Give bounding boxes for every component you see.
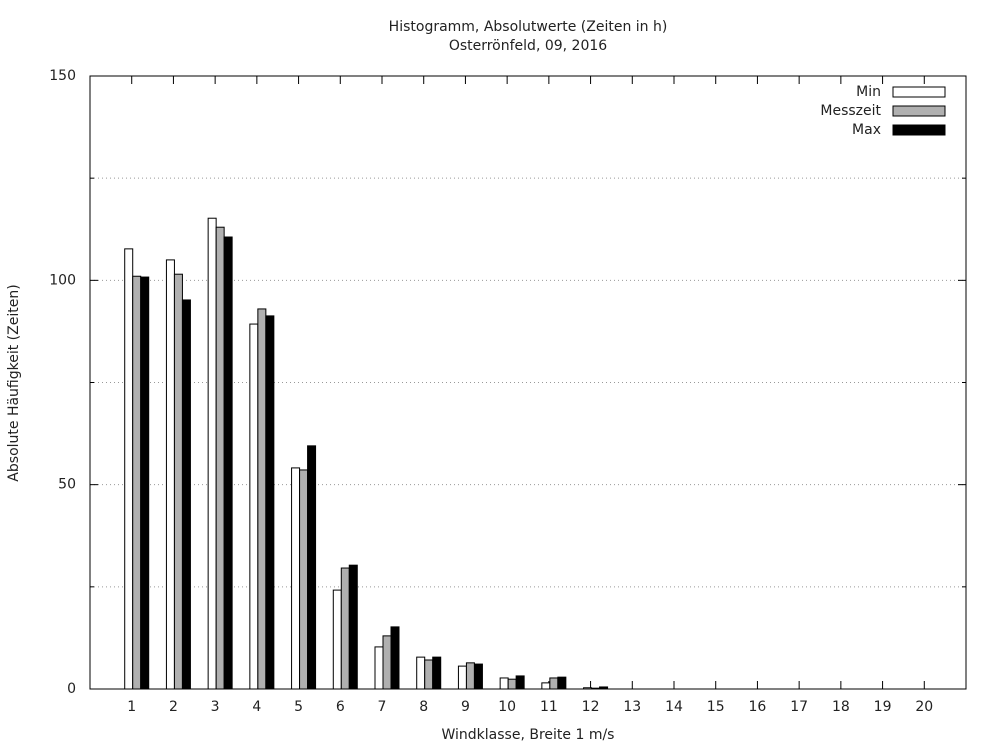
x-axis-label: Windklasse, Breite 1 m/s <box>442 727 615 743</box>
legend-label: Messzeit <box>820 103 881 119</box>
bar <box>374 646 384 690</box>
x-tick-label: 18 <box>832 699 850 715</box>
x-tick-label: 16 <box>749 699 767 715</box>
x-tick-label: 10 <box>498 699 516 715</box>
x-tick-label: 7 <box>378 699 387 715</box>
bar <box>249 323 259 690</box>
bar <box>557 676 567 690</box>
legend-label: Max <box>852 122 881 138</box>
bar <box>549 677 559 690</box>
x-tick-label: 4 <box>252 699 261 715</box>
bar <box>140 276 150 690</box>
chart-title: Histogramm, Absolutwerte (Zeiten in h) <box>389 19 668 35</box>
bar <box>215 226 225 690</box>
x-tick-label: 9 <box>461 699 470 715</box>
x-tick-label: 17 <box>790 699 808 715</box>
x-tick-label: 5 <box>294 699 303 715</box>
x-tick-label: 8 <box>419 699 428 715</box>
bar <box>457 665 467 690</box>
x-tick-label: 20 <box>915 699 933 715</box>
bar <box>340 567 350 690</box>
bar <box>348 564 358 690</box>
bar <box>507 678 517 690</box>
bar <box>124 248 134 690</box>
x-tick-label: 1 <box>127 699 136 715</box>
bar <box>332 589 342 690</box>
x-tick-label: 19 <box>874 699 892 715</box>
bar <box>165 259 175 690</box>
chart-subtitle: Osterrönfeld, 09, 2016 <box>449 38 607 54</box>
y-tick-label: 0 <box>67 681 76 697</box>
bar <box>390 626 400 690</box>
y-tick-label: 100 <box>49 272 76 288</box>
bar <box>541 682 551 690</box>
bar <box>265 315 275 690</box>
y-tick-label: 150 <box>49 68 76 84</box>
x-tick-label: 3 <box>211 699 220 715</box>
bar <box>291 467 301 690</box>
x-tick-label: 2 <box>169 699 178 715</box>
plot-border <box>89 75 967 690</box>
bar <box>181 299 191 690</box>
bar <box>223 236 233 690</box>
x-tick-label: 14 <box>665 699 683 715</box>
x-tick-label: 6 <box>336 699 345 715</box>
bar <box>416 656 426 690</box>
bar <box>515 675 525 690</box>
x-tick-label: 12 <box>582 699 600 715</box>
y-tick-label: 50 <box>58 477 76 493</box>
bar <box>307 445 317 690</box>
x-tick-label: 15 <box>707 699 725 715</box>
bar <box>499 677 509 690</box>
bar <box>132 275 142 690</box>
bar <box>424 659 434 690</box>
bar <box>432 656 442 690</box>
bar <box>299 469 309 690</box>
bar <box>257 308 267 690</box>
legend-swatch <box>892 105 946 117</box>
bar <box>382 635 392 690</box>
legend-swatch <box>892 124 946 136</box>
bar <box>465 662 475 690</box>
legend-label: Min <box>856 84 881 100</box>
y-axis-label: Absolute Häufigkeit (Zeiten) <box>6 284 22 481</box>
x-tick-label: 11 <box>540 699 558 715</box>
bar <box>473 663 483 690</box>
bar <box>207 217 217 690</box>
legend-swatch <box>892 86 946 98</box>
bar <box>173 273 183 690</box>
x-tick-label: 13 <box>623 699 641 715</box>
